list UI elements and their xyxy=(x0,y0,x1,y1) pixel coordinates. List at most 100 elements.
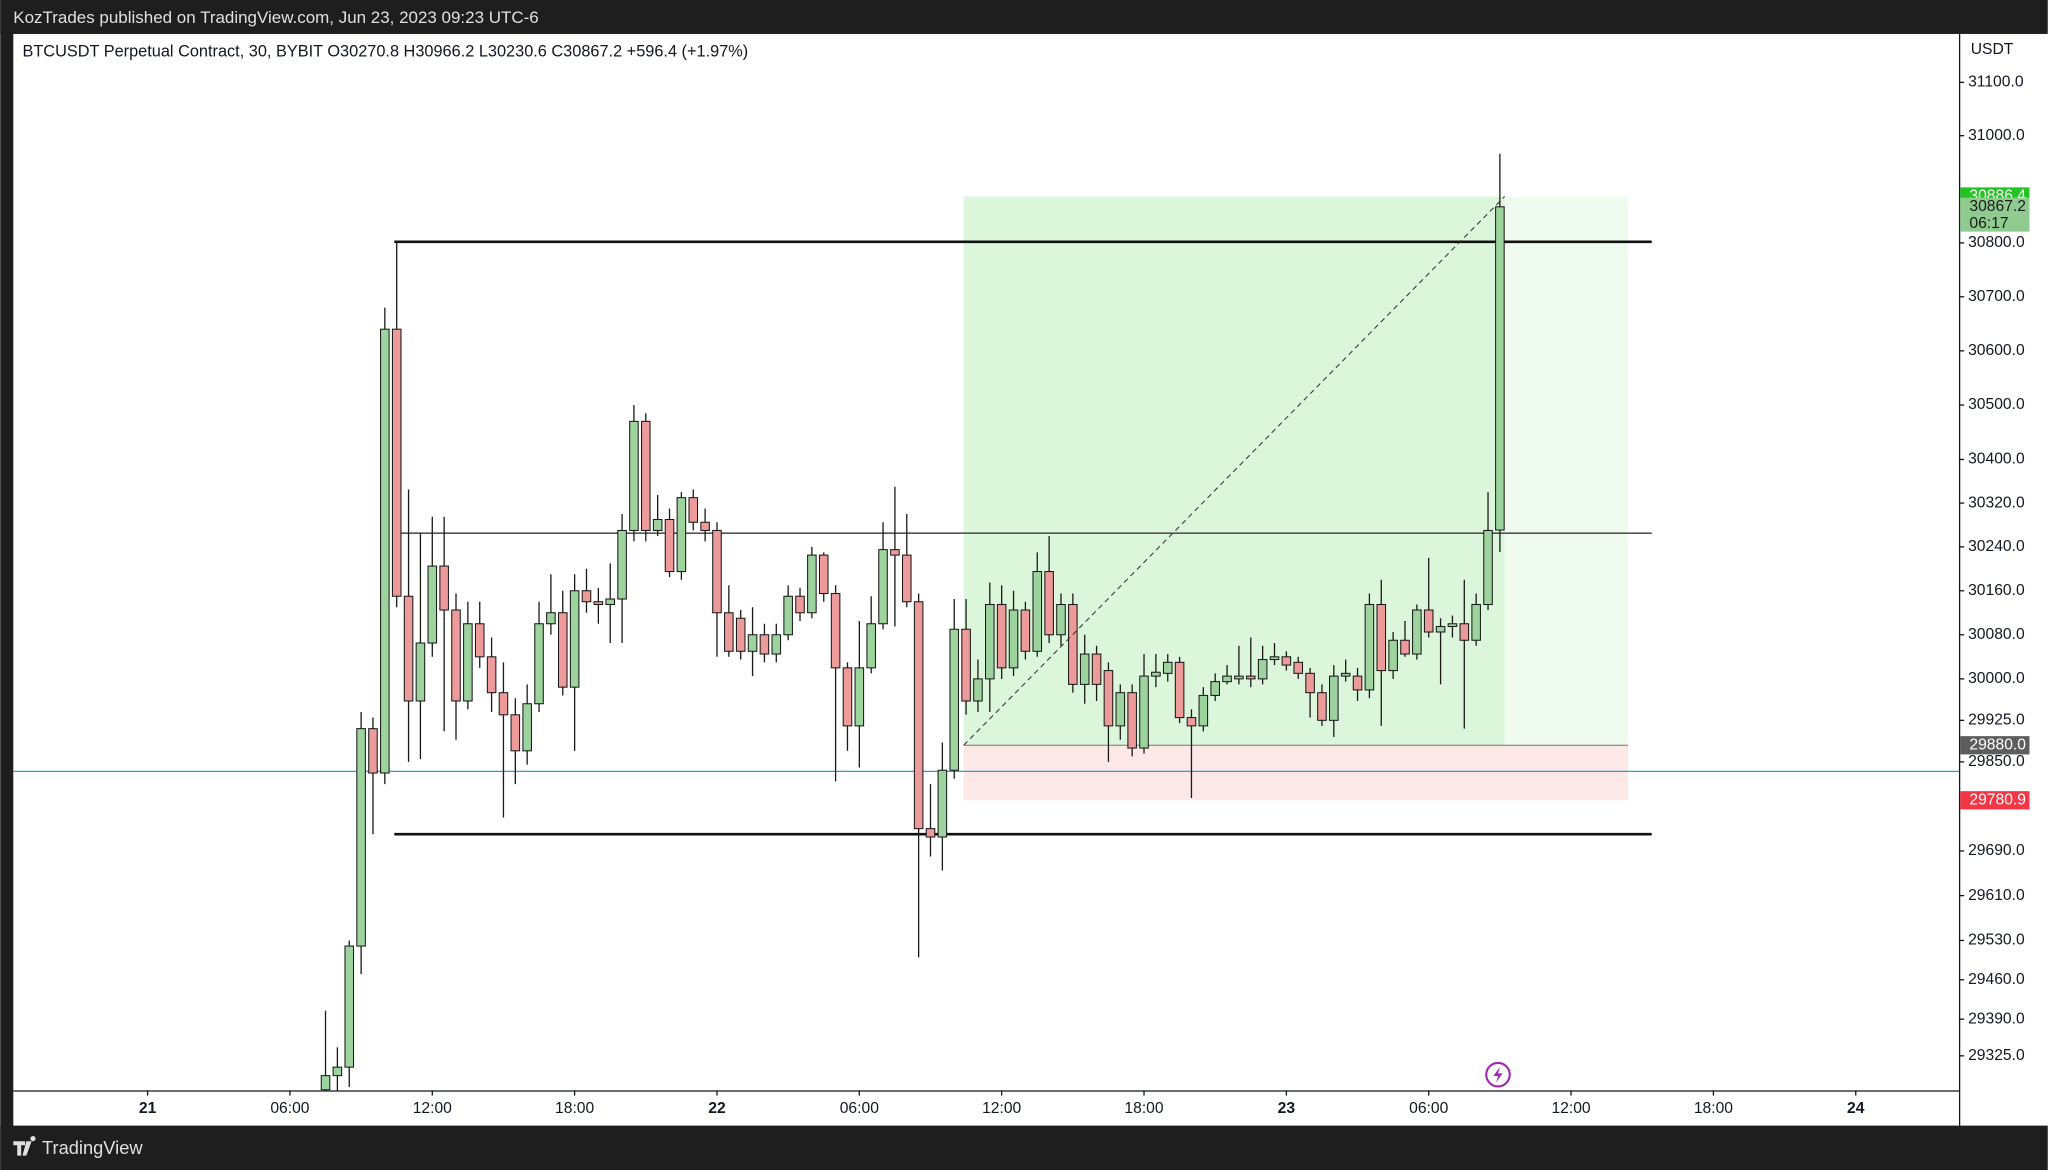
candle-body xyxy=(676,497,687,573)
candle-body xyxy=(439,565,449,611)
x-tick-label: 06:00 xyxy=(270,1100,309,1117)
candle-body xyxy=(1412,609,1422,655)
x-tick-label: 23 xyxy=(1278,1100,1296,1117)
x-tick-label: 06:00 xyxy=(840,1100,879,1117)
candle-body xyxy=(1281,656,1292,666)
footer-text: TradingView xyxy=(42,1137,143,1158)
candle-body xyxy=(1222,675,1232,683)
candle-body xyxy=(1020,609,1031,652)
candle-body xyxy=(985,603,995,680)
candle-body xyxy=(1115,692,1126,727)
y-tick-label: 29925.0 xyxy=(1968,711,2025,728)
left-frame xyxy=(0,0,14,1170)
candle-body xyxy=(735,617,746,652)
candle-body xyxy=(486,656,497,694)
candle-body xyxy=(581,590,592,603)
candle-body xyxy=(474,623,485,658)
candle-body xyxy=(842,667,853,727)
alert-bolt[interactable] xyxy=(1493,1066,1503,1083)
candle-body xyxy=(368,728,378,774)
candle-body xyxy=(771,634,782,655)
y-tick-label: 29690.0 xyxy=(1968,842,2025,859)
candle-body xyxy=(1305,672,1315,694)
candle-body xyxy=(712,529,722,614)
footer-logo: TradingView xyxy=(13,1136,143,1158)
candle-body xyxy=(1435,625,1446,633)
candle-body xyxy=(605,598,616,606)
candle-body xyxy=(380,328,390,774)
candle-body xyxy=(427,565,438,644)
candle-body xyxy=(925,828,936,838)
candle-body xyxy=(1008,609,1019,669)
x-tick-label: 12:00 xyxy=(413,1100,452,1117)
candle-body xyxy=(1423,609,1434,633)
candle-body xyxy=(557,612,568,688)
y-tick-label: 29325.0 xyxy=(1968,1047,2025,1064)
candle-body xyxy=(1329,675,1339,721)
candle-body xyxy=(913,601,924,830)
y-tick-label: 30000.0 xyxy=(1968,670,2025,687)
candle-body xyxy=(332,1066,343,1077)
candle-body xyxy=(830,592,841,669)
y-tick-label: 29390.0 xyxy=(1968,1010,2025,1027)
candle-body xyxy=(1459,623,1470,641)
candle-body xyxy=(949,628,960,771)
candle-body xyxy=(1139,675,1149,749)
candle-body xyxy=(724,612,734,652)
candle-body xyxy=(664,518,675,573)
countdown-bg xyxy=(1960,215,2030,232)
alert-icon[interactable] xyxy=(1485,1061,1511,1088)
candle-body xyxy=(1210,681,1220,696)
banner-bar xyxy=(0,0,2048,34)
x-tick-label: 18:00 xyxy=(555,1100,594,1117)
y-tick-label: 31000.0 xyxy=(1968,127,2025,144)
price-label-bg xyxy=(1960,791,2030,810)
candle-body xyxy=(415,642,426,702)
legend-text: BTCUSDT Perpetual Contract, 30, BYBIT O3… xyxy=(22,43,748,61)
x-tick-label: 22 xyxy=(708,1100,726,1117)
candle-body xyxy=(807,554,817,614)
candle-body xyxy=(961,628,971,702)
candle-body xyxy=(1352,675,1363,691)
candle-body xyxy=(890,549,900,556)
candle-body xyxy=(1376,603,1387,672)
candle-body xyxy=(688,497,699,523)
candle-body xyxy=(522,703,532,752)
candle-body xyxy=(1317,692,1327,721)
y-tick-label: 30800.0 xyxy=(1968,234,2025,251)
x-tick-label: 12:00 xyxy=(1551,1100,1590,1117)
candle-body xyxy=(1364,603,1375,691)
candle-body xyxy=(498,692,509,716)
y-tick-label: 29610.0 xyxy=(1968,887,2025,904)
price-label: 30867.2 xyxy=(1969,198,2026,215)
price-label-bg xyxy=(1960,736,2030,755)
candle-body xyxy=(403,595,414,702)
countdown: 06:17 xyxy=(1969,215,2008,232)
candle-body xyxy=(795,595,805,614)
candle-body xyxy=(901,554,912,603)
y-tick-label: 30080.0 xyxy=(1968,626,2025,643)
candle-body xyxy=(652,518,663,531)
candle-body xyxy=(546,612,556,625)
candle-body xyxy=(1079,653,1090,685)
x-tick-label: 18:00 xyxy=(1124,1100,1163,1117)
y-tick-label: 29460.0 xyxy=(1968,971,2025,988)
candle-body xyxy=(747,634,758,652)
candle-body xyxy=(320,1075,331,1091)
candle-body xyxy=(878,549,888,625)
candle-body xyxy=(1044,571,1054,636)
y-tick-label: 29530.0 xyxy=(1968,932,2025,949)
candle-body xyxy=(818,554,829,595)
banner-text: KozTrades published on TradingView.com, … xyxy=(13,8,538,27)
candle-body xyxy=(593,601,604,606)
y-tick-label: 30700.0 xyxy=(1968,288,2025,305)
candle-body xyxy=(451,609,461,702)
candle-body xyxy=(1245,675,1256,680)
projection-line xyxy=(963,196,1506,746)
candle-body xyxy=(996,603,1007,669)
price-label: 29780.9 xyxy=(1969,791,2026,808)
x-tick-label: 18:00 xyxy=(1694,1100,1733,1117)
candle-body xyxy=(937,769,948,838)
candle-body xyxy=(973,678,983,702)
